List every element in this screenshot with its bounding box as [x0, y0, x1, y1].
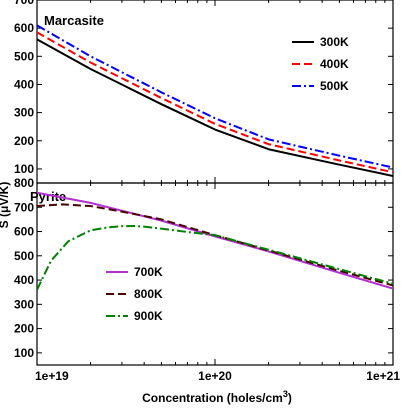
y-tick-label: 200: [14, 134, 34, 148]
y-tick-label: 400: [14, 77, 34, 91]
y-tick-label: 300: [14, 297, 34, 311]
y-tick-label: 100: [14, 162, 34, 176]
legend-label: 800K: [134, 287, 163, 301]
x-tick-label: 1e+19: [35, 369, 69, 383]
marcasite-panel: Marcasite 100 200 300 400 500 600 700 300K 400K 5…: [14, 0, 394, 184]
y-axis-title: S (μV/K): [0, 182, 11, 229]
legend-label: 700K: [134, 265, 163, 279]
legend: 700K 800K 900K: [106, 265, 163, 323]
y-tick-label: 100: [14, 346, 34, 360]
series-line-300K: [37, 38, 393, 177]
pyrite-panel: Pyrite 100200300400500600700800700K800K9…: [14, 176, 394, 366]
y-tick-label: 800: [14, 176, 34, 190]
series-line-500K: [37, 24, 393, 169]
legend-label: 400K: [320, 57, 349, 71]
y-tick-label: 300: [14, 106, 34, 120]
y-tick-label: 600: [14, 225, 34, 239]
y-tick-label: 700: [14, 0, 34, 7]
marcasite-panel-title: Marcasite: [44, 13, 104, 28]
x-axis: 1e+19 1e+20 1e+21: [35, 369, 400, 383]
plot-frame: [36, 182, 394, 366]
x-tick-label: 1e+21: [366, 369, 400, 383]
legend-label: 300K: [320, 35, 349, 49]
series-line-900K: [37, 224, 393, 291]
y-tick-label: 200: [14, 322, 34, 336]
x-axis-title: Concentration (holes/cm3): [142, 389, 292, 405]
y-tick-label: 500: [14, 49, 34, 63]
series-line-800K: [37, 203, 393, 287]
y-tick-label: 600: [14, 21, 34, 35]
legend: 300K 400K 500K: [292, 35, 349, 93]
series-line-400K: [37, 31, 393, 174]
x-tick-label: 1e+20: [198, 369, 232, 383]
series-line-700K: [37, 191, 393, 290]
y-tick-label: 400: [14, 273, 34, 287]
legend-label: 500K: [320, 79, 349, 93]
legend-label: 900K: [134, 309, 163, 323]
y-tick-label: 500: [14, 249, 34, 263]
y-tick-label: 700: [14, 200, 34, 214]
